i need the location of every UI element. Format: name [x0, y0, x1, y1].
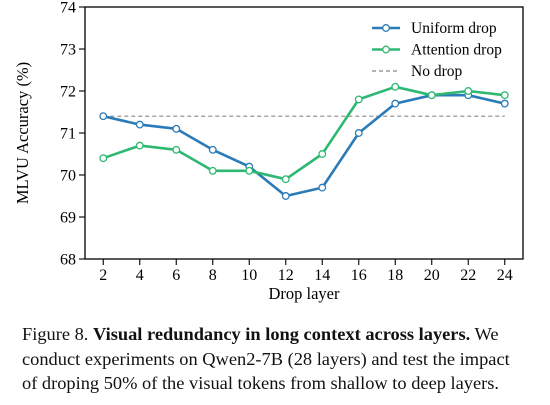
attention-drop-point: [354, 95, 363, 104]
x-tick-label: 16: [351, 267, 367, 284]
figure-caption: Figure 8. Visual redundancy in long cont…: [22, 322, 544, 396]
x-tick-label: 4: [136, 267, 144, 284]
y-axis-label: MLVU Accuracy (%): [13, 62, 32, 204]
x-tick-label: 18: [387, 267, 403, 284]
y-tick-label: 72: [60, 84, 76, 101]
x-tick-label: 8: [209, 267, 217, 284]
x-tick-label: 6: [172, 267, 180, 284]
legend-marker: [382, 24, 390, 32]
caption-line-2: conduct experiments on Qwen2-7B (28 laye…: [22, 348, 510, 369]
uniform-drop-point: [99, 112, 108, 121]
y-tick-label: 70: [60, 168, 76, 185]
attention-drop-point: [281, 175, 290, 184]
x-tick-label: 14: [314, 267, 330, 284]
uniform-drop-point: [135, 120, 144, 129]
attention-drop-point: [464, 87, 473, 95]
attention-drop-point: [427, 91, 436, 100]
x-tick-label: 20: [424, 267, 440, 284]
uniform-drop-point: [500, 99, 509, 108]
caption-tail: We: [474, 324, 499, 344]
y-tick-label: 68: [60, 252, 76, 269]
attention-drop-point: [318, 150, 327, 158]
attention-drop-point: [500, 91, 509, 100]
uniform-drop-point: [281, 192, 290, 200]
caption-title: Visual redundancy in long context across…: [93, 324, 471, 344]
uniform-drop-point: [391, 99, 400, 108]
attention-drop-point: [245, 166, 254, 175]
legend-label: No drop: [411, 63, 462, 80]
uniform-drop-point: [208, 145, 217, 154]
x-tick-label: 2: [99, 267, 107, 284]
legend: Uniform drop Attention drop No drop: [372, 20, 502, 80]
attention-drop-line: [102, 85, 505, 181]
uniform-drop-point: [354, 129, 363, 137]
x-tick-label: 12: [278, 267, 294, 284]
uniform-drop-point: [318, 183, 327, 192]
y-tick-label: 73: [60, 42, 76, 59]
caption-label: Figure 8.: [22, 324, 89, 344]
x-tick-label: 10: [241, 267, 257, 284]
caption-line-3: of droping 50% of the visual tokens from…: [22, 373, 500, 393]
y-tick-label: 74: [60, 0, 76, 17]
caption-line-1: Figure 8. Visual redundancy in long cont…: [22, 322, 544, 347]
uniform-drop-line: [102, 93, 506, 198]
attention-drop-point: [172, 145, 181, 154]
x-axis-label: Drop layer: [268, 284, 340, 303]
attention-drop-point: [99, 154, 108, 163]
legend-label: Attention drop: [411, 42, 502, 59]
y-tick-label: 69: [60, 210, 76, 227]
legend-label: Uniform drop: [411, 20, 497, 37]
y-tick-label: 71: [60, 126, 76, 143]
attention-drop-point: [135, 141, 144, 150]
attention-drop-point: [391, 82, 400, 91]
legend-marker: [382, 45, 390, 54]
x-tick-label: 22: [460, 267, 476, 284]
uniform-drop-point: [172, 124, 181, 133]
x-tick-label: 24: [497, 267, 513, 284]
attention-drop-point: [208, 166, 217, 175]
data-series: [99, 82, 509, 200]
